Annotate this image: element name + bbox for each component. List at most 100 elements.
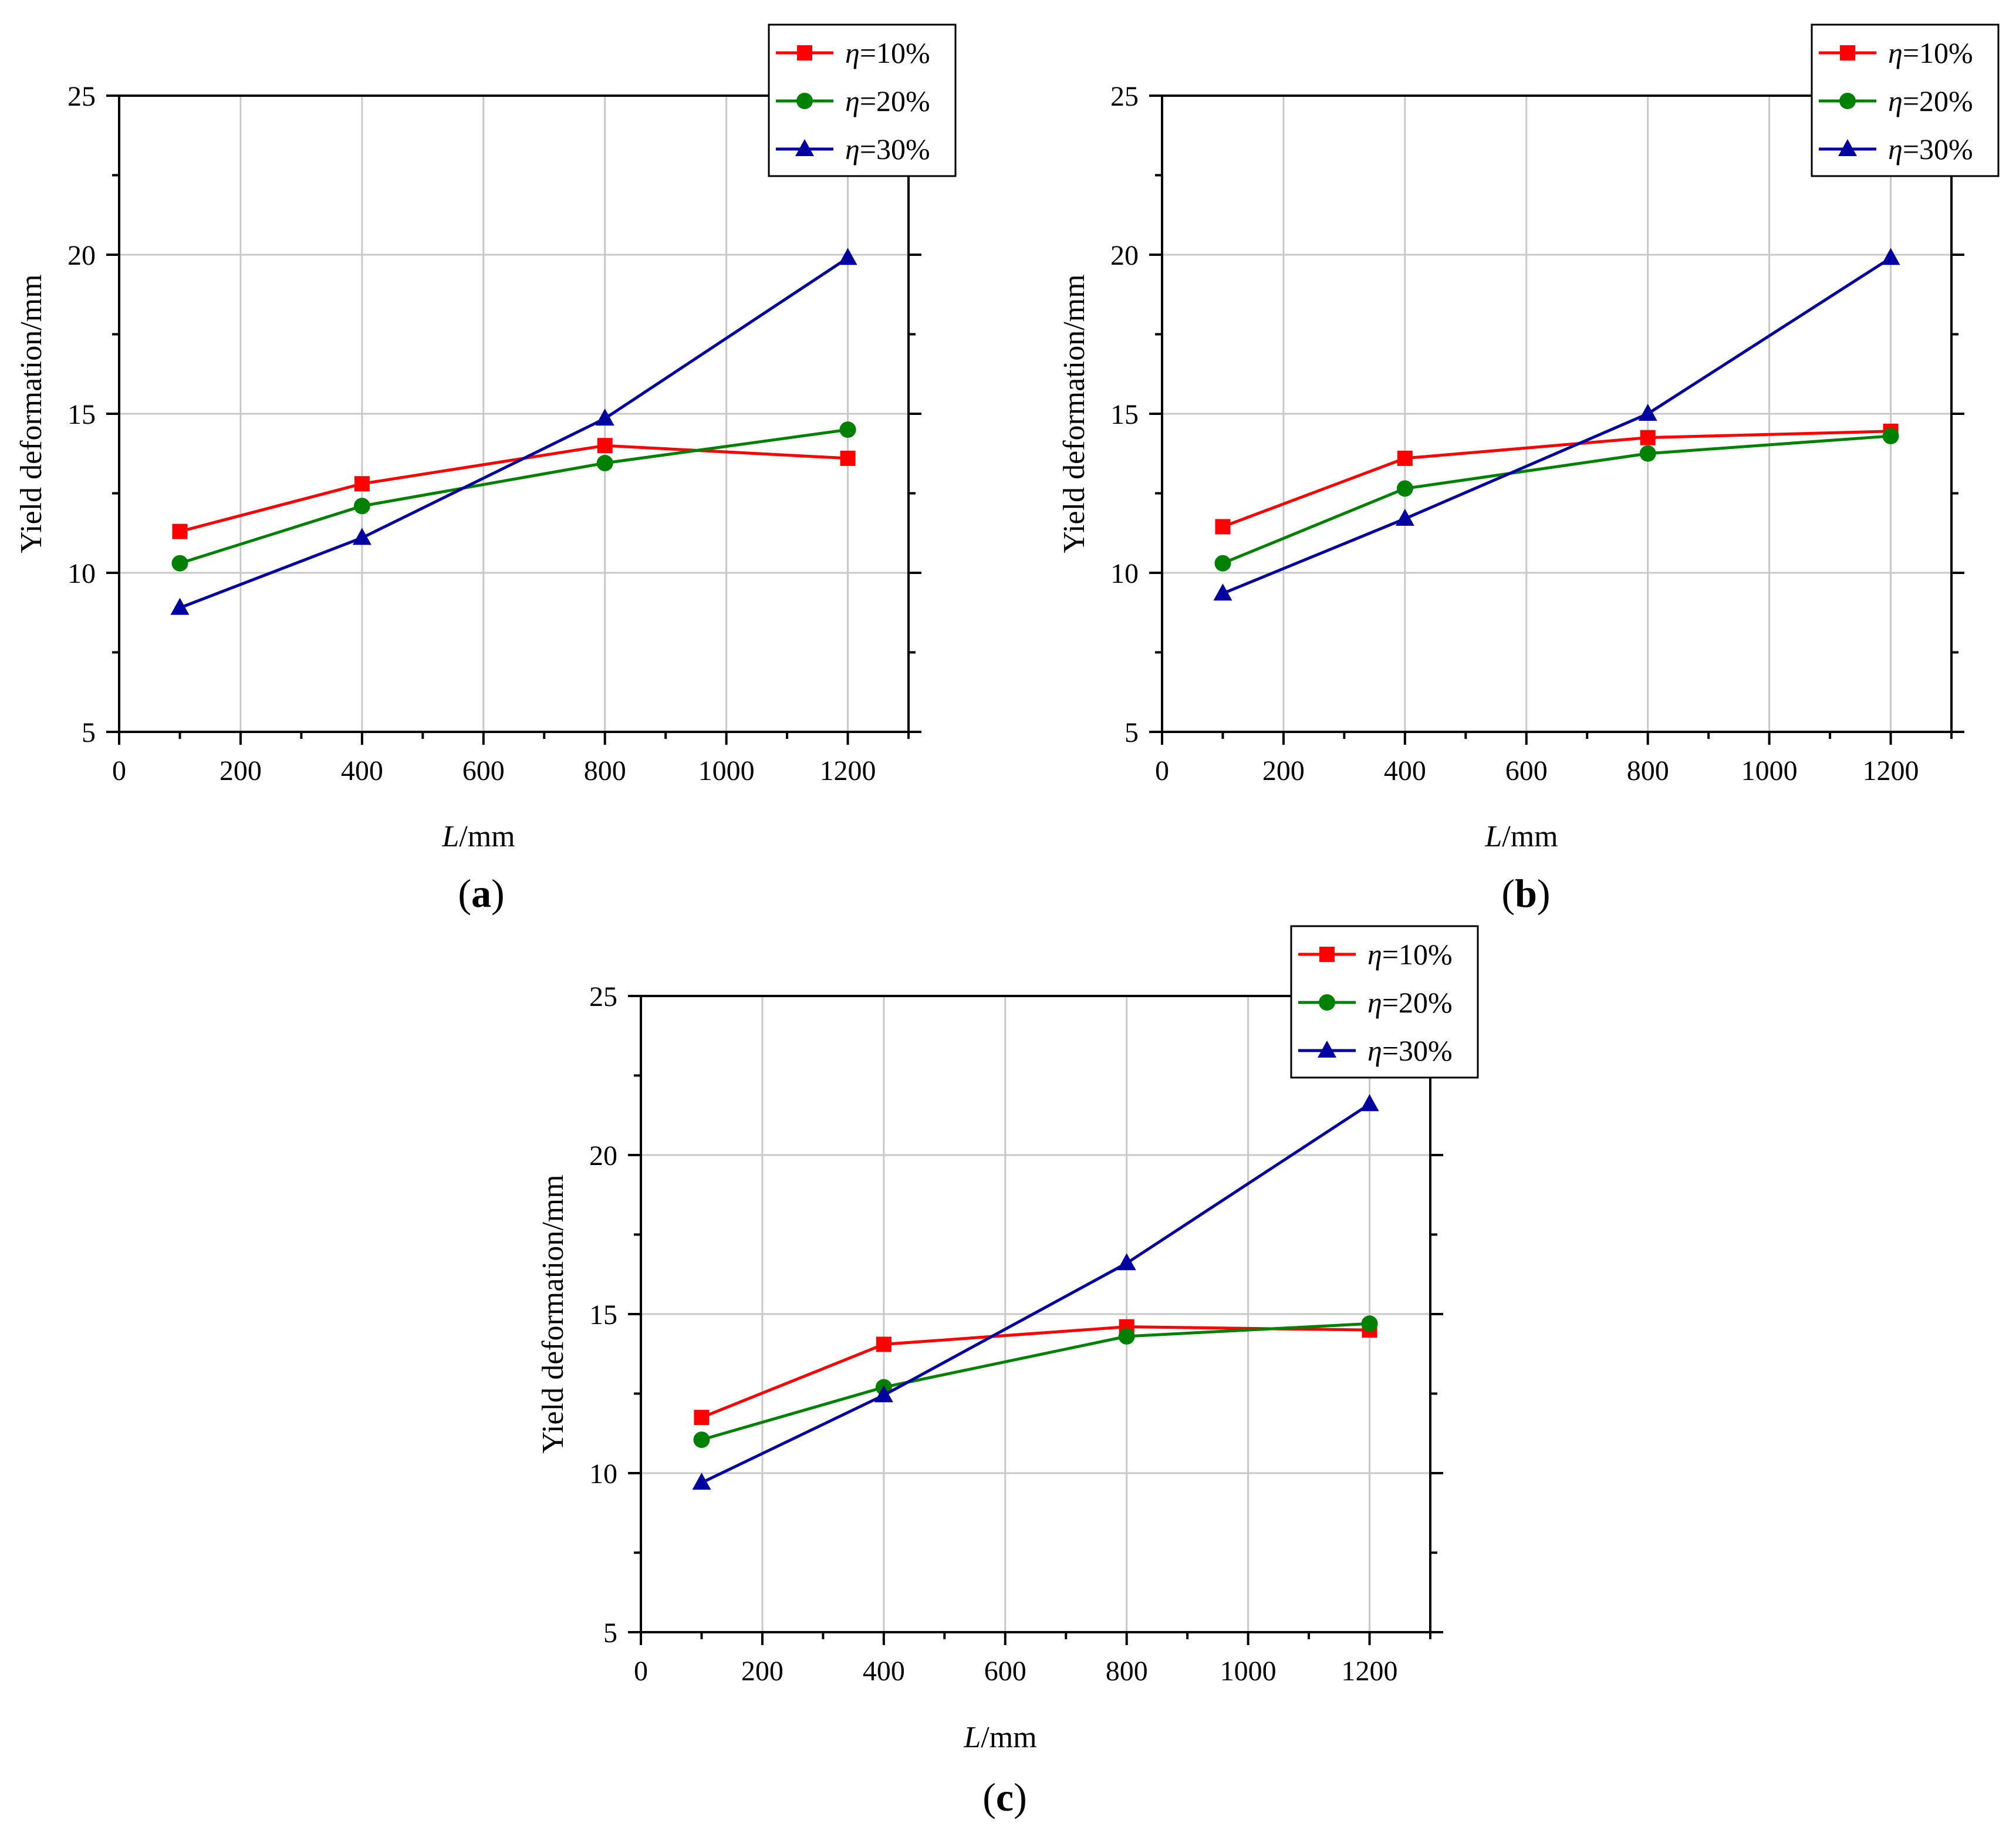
legend-label-symbol: η [1888,133,1903,166]
data-point [595,408,614,426]
chart-panel-c: 0 200 400 600 800 1000 1200 5 10 15 20 25 Yield defo… [536,925,1479,1819]
x-tick-label: 1200 [1342,1656,1398,1687]
y-tick-label: 25 [1110,81,1139,112]
x-axis-title-variable: L [963,1721,981,1754]
series-line [701,1322,1370,1441]
legend-label-symbol: η [1367,986,1382,1019]
legend-swatch-marker [1319,994,1335,1011]
data-point [597,438,613,454]
series-line [1222,430,1891,528]
x-tick-label: 1000 [698,755,755,786]
legend-label: η=30% [845,133,930,166]
x-tick-label: 1200 [820,755,876,786]
series-line [701,1325,1370,1419]
data-point [692,1473,711,1490]
data-point [1882,427,1899,444]
x-tick-label: 1000 [1741,755,1798,786]
y-tick-label: 15 [67,399,96,430]
data-point [354,476,370,492]
data-point [1396,480,1413,497]
data-point [874,1385,893,1403]
chart-panel-b: 0 200 400 600 800 1000 1200 5 10 15 20 25 Yield defo… [1058,23,2000,916]
legend-swatch-marker [1838,139,1857,156]
series-line [701,1103,1370,1484]
x-tick-label: 0 [112,755,126,786]
x-tick-label: 600 [462,755,505,786]
legend: η=10%η=20%η=30% [768,23,957,177]
legend-swatch-marker [797,45,812,60]
data-point [353,498,370,515]
legend-swatch-marker [1319,947,1335,962]
x-tick-label: 1000 [1220,1656,1277,1687]
x-tick-label: 800 [1106,1656,1148,1687]
legend-swatch-marker [1839,93,1856,109]
data-point [876,1336,892,1352]
legend-label-value: =20% [1903,85,1973,117]
legend-label-symbol: η [1888,85,1903,117]
y-tick-label: 10 [67,558,96,589]
y-axis-title: Yield deformation/mm [536,1174,570,1453]
data-point [1395,508,1414,526]
data-point [1640,430,1656,445]
panel-label-letter: b [1515,871,1537,916]
data-point [172,524,188,539]
series-line [1222,434,1891,565]
data-point [840,450,856,466]
data-point [1117,1253,1136,1271]
panel-label-open: ( [1501,871,1515,916]
x-axis-title: L/mm [441,820,515,853]
data-point [838,248,857,265]
series-3 [1213,248,1900,601]
x-tick-label: 0 [634,1656,648,1687]
y-tick-label: 5 [82,717,96,748]
legend-label-value: =10% [860,36,930,69]
legend-label: η=10% [1367,938,1453,971]
series-1 [694,1319,1377,1426]
y-tick-label: 20 [1110,240,1139,271]
legend-swatch-marker [795,139,814,156]
legend-label-value: =30% [860,133,930,166]
y-tick-label: 20 [67,240,96,271]
data-point [1118,1328,1135,1345]
y-axis-title: Yield deformation/mm [15,274,48,553]
x-tick-label: 0 [1155,755,1169,786]
legend-swatch-marker [796,93,813,109]
data-point [839,421,856,438]
series-line [1222,256,1892,595]
legend-label-value: =30% [1903,133,1973,166]
legend-label-value: =30% [1382,1034,1453,1067]
x-axis-title-unit: /mm [1502,820,1558,853]
y-tick-label: 10 [589,1458,617,1490]
data-point [1214,555,1231,572]
legend-label: η=20% [1367,986,1453,1019]
y-tick-label: 15 [1110,399,1139,430]
chart-panel-a: 0 200 400 600 800 1000 1200 5 10 15 20 25 Yield defo… [15,23,957,916]
data-point [1361,1315,1378,1332]
y-tick-label: 10 [1110,558,1139,589]
series-line [179,428,848,565]
data-point [1639,445,1656,462]
x-axis-title-variable: L [1484,820,1502,853]
legend-label: η=10% [845,36,930,69]
data-point [171,555,188,572]
y-tick-label: 5 [603,1618,617,1649]
data-point [694,1410,710,1426]
legend-swatch-marker [1318,1041,1336,1058]
x-axis-title-unit: /mm [459,820,515,853]
y-tick-label: 20 [589,1140,617,1171]
legend-label-symbol: η [845,85,860,117]
panel-label-close: ) [1537,871,1551,916]
x-tick-label: 600 [984,1656,1026,1687]
legend-label: η=30% [1367,1034,1453,1067]
data-point [1215,519,1231,535]
x-axis-title-variable: L [441,820,459,853]
x-axis-title: L/mm [963,1721,1036,1754]
series-1 [1215,423,1899,535]
legend-label-symbol: η [1367,1034,1382,1067]
data-point [352,528,372,545]
panel-label: (a) [458,871,504,916]
data-point [1360,1094,1379,1112]
legend-label: η=20% [1888,85,1973,117]
series-2 [693,1315,1378,1448]
